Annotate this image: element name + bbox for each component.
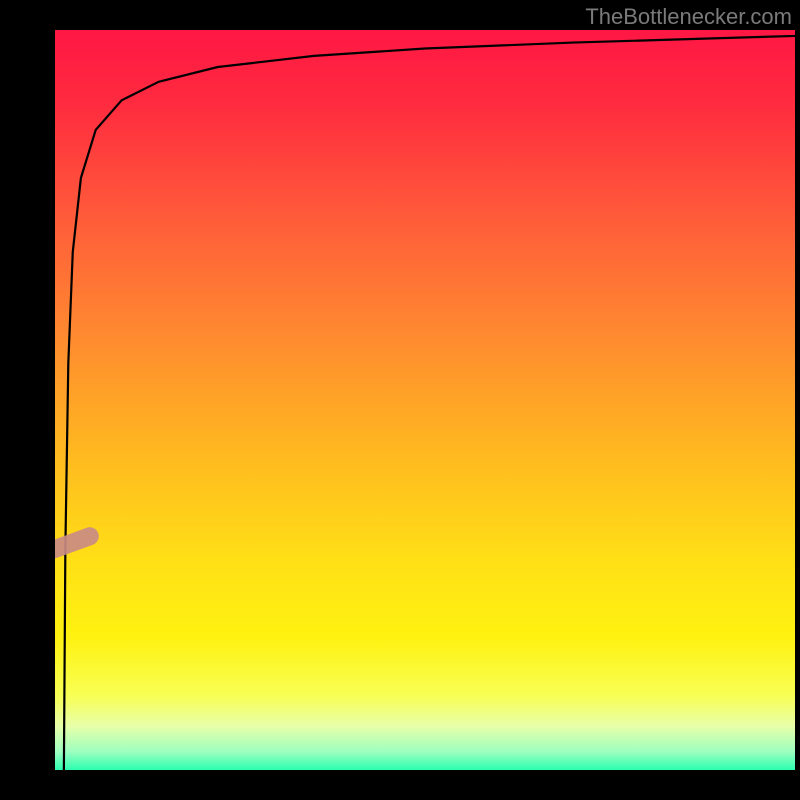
chart-frame: TheBottlenecker.com [0, 0, 800, 800]
gradient-background [55, 30, 795, 770]
attribution-text: TheBottlenecker.com [585, 4, 792, 30]
plot-area [55, 30, 795, 770]
chart-svg [55, 30, 795, 770]
